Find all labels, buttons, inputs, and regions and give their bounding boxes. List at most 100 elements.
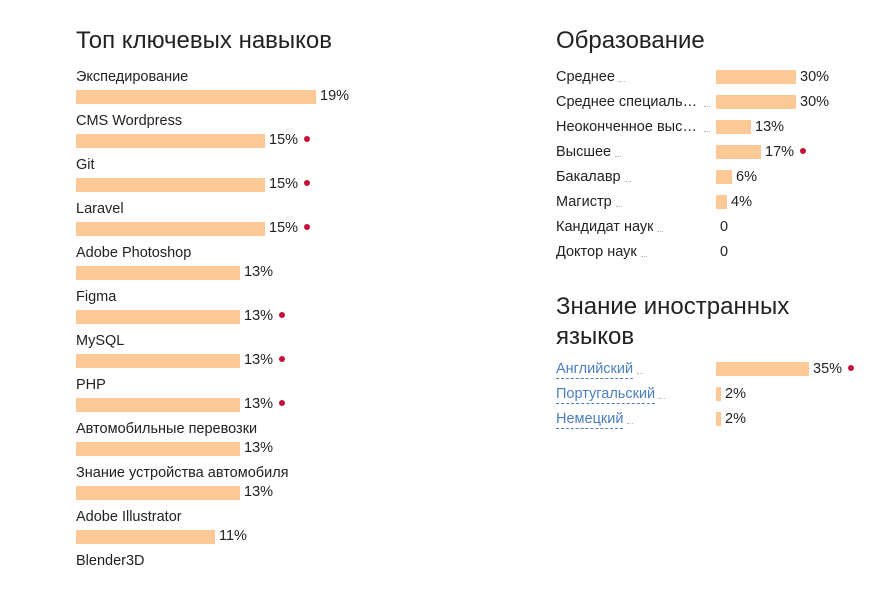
skill-bar <box>76 90 316 104</box>
skill-percent: 15% <box>269 219 311 237</box>
education-label: Высшее <box>556 144 612 160</box>
skill-bar <box>76 178 265 192</box>
languages-percent: 2% <box>725 385 746 403</box>
education-percent: 0 <box>720 218 728 236</box>
skill-percent-value: 11% <box>219 528 247 544</box>
marker-dot <box>279 400 286 407</box>
education-row: Неоконченное высшее 13% <box>556 118 856 143</box>
skill-percent: 13% <box>244 395 286 413</box>
marker-dot <box>304 224 311 231</box>
skill-row: Blender3D <box>76 552 496 596</box>
skill-label: Знание устройства автомобиля <box>76 465 289 481</box>
education-percent-value: 30% <box>800 69 830 85</box>
education-percent: 30% <box>800 68 829 86</box>
education-bar <box>716 70 796 84</box>
education-percent-value: 17% <box>765 144 795 160</box>
dotted-leader <box>615 205 622 207</box>
marker-dot <box>848 365 855 372</box>
skill-bar <box>76 354 240 368</box>
education-label: Доктор наук <box>556 244 637 260</box>
languages-bar <box>716 412 721 426</box>
skill-label: PHP <box>76 377 106 393</box>
skills-title: Топ ключевых навыков <box>76 27 333 54</box>
skill-percent: 13% <box>244 439 273 457</box>
skill-row: Laravel 15% <box>76 200 496 244</box>
education-bar <box>716 120 751 134</box>
skill-percent-value: 13% <box>244 264 274 280</box>
languages-label[interactable]: Португальский <box>556 385 656 404</box>
skills-list: Экспедирование 19% CMS Wordpress 15% Git 15% L… <box>76 68 496 596</box>
skill-label: Автомобильные перевозки <box>76 421 258 437</box>
education-name: Неоконченное высшее <box>556 118 714 136</box>
marker-dot <box>800 148 807 155</box>
skill-row: CMS Wordpress 15% <box>76 112 496 156</box>
languages-name: Английский <box>556 360 714 379</box>
marker-dot <box>304 136 311 143</box>
education-percent: 17% <box>765 143 807 161</box>
skill-bar <box>76 310 240 324</box>
education-percent: 4% <box>731 193 752 211</box>
skill-bar <box>76 530 215 544</box>
education-bar <box>716 170 732 184</box>
languages-label[interactable]: Немецкий <box>556 410 624 429</box>
skill-percent-value: 13% <box>244 396 274 412</box>
skill-percent-value: 19% <box>320 88 350 104</box>
education-percent-value: 6% <box>736 169 757 185</box>
skill-percent: 11% <box>219 527 247 545</box>
languages-label[interactable]: Английский <box>556 360 634 379</box>
education-label: Кандидат наук <box>556 219 654 235</box>
education-percent: 30% <box>800 93 829 111</box>
skill-label: MySQL <box>76 333 125 349</box>
skill-bar <box>76 134 265 148</box>
languages-list: Английский 35% Португальский 2% Немецкий 2% <box>556 360 856 435</box>
education-percent: 6% <box>736 168 757 186</box>
languages-name: Португальский <box>556 385 714 404</box>
skill-percent-value: 15% <box>269 132 299 148</box>
education-name: Высшее <box>556 143 714 161</box>
education-percent: 0 <box>720 243 728 261</box>
education-list: Среднее 30% Среднее специальное 30% Неоконче… <box>556 68 856 268</box>
education-percent-value: 0 <box>720 244 729 260</box>
skill-row: MySQL 13% <box>76 332 496 376</box>
languages-row[interactable]: Английский 35% <box>556 360 856 385</box>
skill-percent-value: 13% <box>244 484 274 500</box>
education-bar <box>716 195 727 209</box>
skill-label: Laravel <box>76 201 124 217</box>
education-percent: 13% <box>755 118 784 136</box>
education-row: Бакалавр 6% <box>556 168 856 193</box>
skill-label: Adobe Illustrator <box>76 509 182 525</box>
skill-row: Git 15% <box>76 156 496 200</box>
dotted-leader <box>659 397 666 399</box>
education-row: Кандидат наук 0 <box>556 218 856 243</box>
dotted-leader <box>704 105 710 107</box>
languages-row[interactable]: Португальский 2% <box>556 385 856 410</box>
skill-label: Adobe Photoshop <box>76 245 192 261</box>
languages-section: Знание иностранных языков Английский 35% П… <box>556 292 856 435</box>
dotted-leader <box>704 130 710 132</box>
skill-percent-value: 13% <box>244 440 274 456</box>
education-row: Магистр 4% <box>556 193 856 218</box>
education-name: Среднее <box>556 68 714 86</box>
education-label: Среднее <box>556 69 615 85</box>
education-bar <box>716 145 761 159</box>
education-section: Образование Среднее 30% Среднее специально… <box>556 26 856 268</box>
education-title: Образование <box>556 27 705 54</box>
education-name: Среднее специальное <box>556 93 714 111</box>
skill-percent: 13% <box>244 263 273 281</box>
education-name: Кандидат наук <box>556 218 714 236</box>
skill-percent: 15% <box>269 131 311 149</box>
skill-row: Автомобильные перевозки 13% <box>76 420 496 464</box>
marker-dot <box>279 356 286 363</box>
dotted-leader <box>640 255 647 257</box>
languages-row[interactable]: Немецкий 2% <box>556 410 856 435</box>
languages-percent-value: 2% <box>725 411 746 427</box>
dotted-leader <box>627 422 634 424</box>
education-percent-value: 4% <box>731 194 752 210</box>
dotted-leader <box>615 155 622 157</box>
education-name: Доктор наук <box>556 243 714 261</box>
skill-percent: 19% <box>320 87 349 105</box>
languages-bar <box>716 387 721 401</box>
languages-title: Знание иностранных языков <box>556 293 790 350</box>
dotted-leader <box>657 230 664 232</box>
education-row: Среднее 30% <box>556 68 856 93</box>
